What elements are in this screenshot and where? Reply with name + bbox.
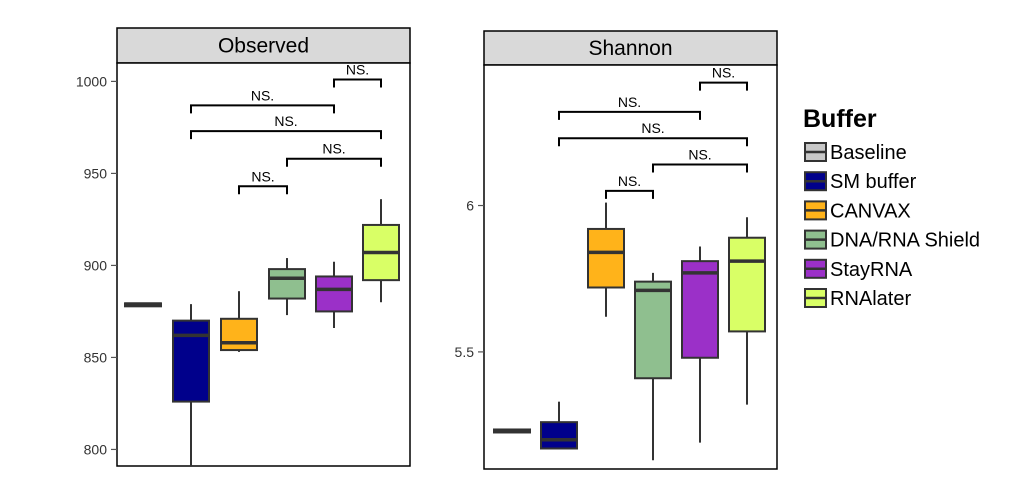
y-tick-label: 800 [84,441,108,457]
significance-label: NS. [618,94,641,110]
significance-label: NS. [251,168,274,184]
legend-label: RNAlater [830,288,911,310]
box-sm-buffer [540,401,578,450]
box [315,275,353,313]
bracket-line [190,130,382,140]
box-dna-rna-shield [634,272,672,461]
box [540,421,578,450]
box-sm-buffer [172,304,210,466]
box-stayrna [681,246,719,443]
significance-bracket: NS. [652,147,748,173]
bracket-line [286,157,382,167]
significance-bracket: NS. [333,62,382,88]
legend-item-sm-buffer: SM buffer [804,171,917,193]
legend-item-rnalater: RNAlater [804,288,911,310]
bracket-line [333,78,382,88]
panel-header [116,27,411,64]
legend-label: Baseline [830,142,907,164]
legend-item-baseline: Baseline [804,142,907,164]
panel-title: Shannon [588,37,672,60]
significance-label: NS. [346,62,369,78]
y-tick-label: 900 [84,257,108,273]
significance-bracket: NS. [605,173,654,199]
bracket-line [652,163,748,173]
significance-bracket: NS. [699,65,748,91]
y-tick-label: 5.5 [455,344,475,360]
box [220,317,258,352]
box-baseline [124,302,162,308]
y-tick-label: 1000 [76,73,107,89]
significance-label: NS. [712,65,735,81]
y-tick-label: 950 [84,165,108,181]
significance-label: NS. [322,141,345,157]
y-tick-label: 850 [84,349,108,365]
significance-bracket: NS. [238,168,288,195]
box [681,260,719,359]
legend-title: Buffer [803,105,877,133]
box [587,227,625,289]
bracket-line [190,104,335,114]
box [634,280,672,380]
bracket-line [558,137,748,147]
significance-bracket: NS. [558,94,701,120]
bracket-line [558,110,701,120]
legend-label: CANVAX [830,200,911,222]
box-baseline [493,428,531,434]
box-canvax [220,291,258,352]
bracket-line [699,81,748,91]
panel-title: Observed [218,35,309,58]
box [172,319,210,403]
box-dna-rna-shield [268,258,306,316]
bracket-line [605,189,654,199]
box-rnalater [728,217,766,405]
legend-item-stayrna: StayRNA [804,258,913,281]
significance-bracket: NS. [558,120,748,147]
box-rnalater [362,199,400,303]
legend-label: DNA/RNA Shield [830,230,980,252]
significance-label: NS. [618,173,641,189]
significance-bracket: NS. [286,141,382,167]
significance-label: NS. [251,87,274,103]
significance-label: NS. [688,147,711,163]
bracket-line [238,185,288,195]
legend-label: SM buffer [830,171,917,193]
panel-header [483,30,778,66]
box [728,236,766,333]
box [268,268,306,300]
legend-item-canvax: CANVAX [804,200,911,222]
legend: Buffer Baseline SM buffer CANVAX DNA/RNA Shi… [803,105,980,310]
box-stayrna [315,261,353,328]
significance-bracket: NS. [190,87,335,114]
significance-label: NS. [641,120,664,136]
y-tick-label: 6 [466,198,474,214]
legend-label: StayRNA [830,259,913,281]
significance-label: NS. [274,113,297,129]
legend-item-dna-rna-shield: DNA/RNA Shield [804,229,980,252]
box-canvax [587,202,625,317]
significance-bracket: NS. [190,113,382,140]
